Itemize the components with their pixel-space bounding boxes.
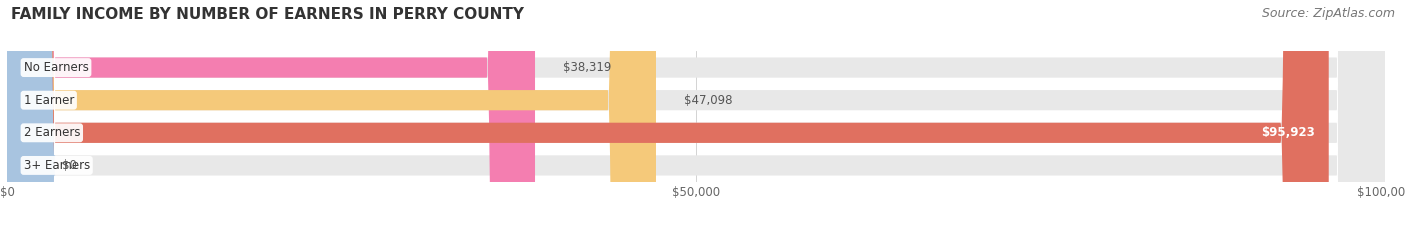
FancyBboxPatch shape (7, 0, 657, 233)
Text: Source: ZipAtlas.com: Source: ZipAtlas.com (1261, 7, 1395, 20)
Text: $47,098: $47,098 (683, 94, 733, 107)
FancyBboxPatch shape (7, 0, 1329, 233)
Text: 1 Earner: 1 Earner (24, 94, 75, 107)
Text: $0: $0 (62, 159, 77, 172)
FancyBboxPatch shape (7, 0, 1385, 233)
Text: 3+ Earners: 3+ Earners (24, 159, 90, 172)
Text: FAMILY INCOME BY NUMBER OF EARNERS IN PERRY COUNTY: FAMILY INCOME BY NUMBER OF EARNERS IN PE… (11, 7, 524, 22)
Text: No Earners: No Earners (24, 61, 89, 74)
FancyBboxPatch shape (0, 0, 55, 233)
FancyBboxPatch shape (7, 0, 536, 233)
FancyBboxPatch shape (7, 0, 1385, 233)
FancyBboxPatch shape (7, 0, 1385, 233)
Text: 2 Earners: 2 Earners (24, 126, 80, 139)
Text: $95,923: $95,923 (1261, 126, 1315, 139)
FancyBboxPatch shape (7, 0, 1385, 233)
Text: $38,319: $38,319 (562, 61, 612, 74)
